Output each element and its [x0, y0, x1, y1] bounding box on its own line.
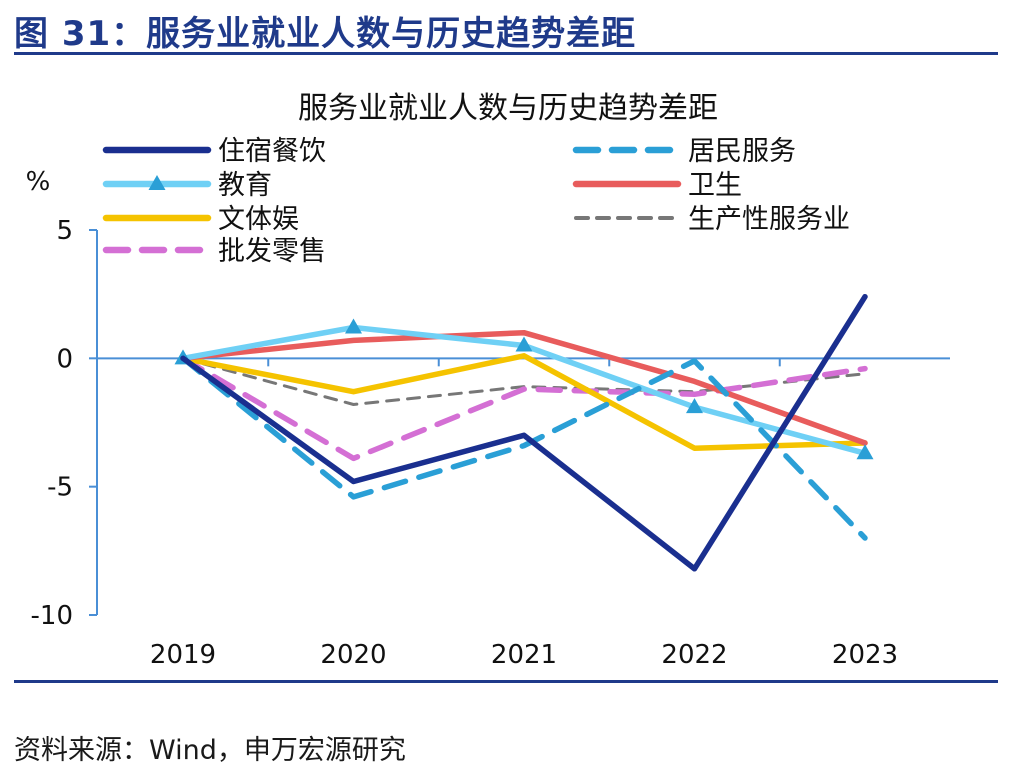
series-line-7: [180, 355, 868, 462]
top-rule: [14, 52, 998, 55]
series-line-4: [180, 329, 868, 446]
series-marker: [686, 398, 703, 414]
x-tick-label: 2019: [150, 640, 216, 670]
legend-label: 居民服务: [688, 136, 796, 167]
series-line-5: [180, 353, 868, 451]
series-line-1: [180, 293, 868, 572]
y-tick-label: 0: [56, 344, 73, 374]
x-tick-label: 2022: [661, 640, 727, 670]
series-line-2: [180, 355, 868, 541]
legend-label: 文体娱: [218, 204, 299, 235]
y-tick-label: 5: [56, 216, 73, 246]
x-tick-label: 2021: [491, 640, 557, 670]
series-marker: [856, 444, 874, 460]
y-tick-label: -10: [31, 601, 73, 631]
x-tick-label: 2023: [832, 640, 898, 670]
legend-marker: [148, 175, 166, 190]
bottom-rule: [14, 680, 998, 683]
series-marker: [515, 336, 533, 352]
legend-label: 教育: [218, 170, 272, 201]
legend-label: 卫生: [688, 170, 742, 201]
legend-label: 住宿餐饮: [218, 136, 326, 167]
legend-label: 批发零售: [218, 236, 326, 267]
x-tick-label: 2020: [320, 640, 386, 670]
series-layer: [174, 293, 874, 572]
chart-title: 服务业就业人数与历史趋势差距: [298, 91, 718, 126]
y-axis-unit: %: [26, 167, 51, 197]
series-marker: [345, 318, 362, 334]
legend-label: 生产性服务业: [688, 204, 850, 235]
figure-title: 图 31：服务业就业人数与历史趋势差距: [14, 14, 637, 54]
y-tick-label: -5: [47, 473, 73, 503]
source-note: 资料来源：Wind，申万宏源研究: [14, 735, 406, 766]
axes: 5 0 -5 -10 2019 2020 2021 2022 2023: [31, 216, 950, 670]
